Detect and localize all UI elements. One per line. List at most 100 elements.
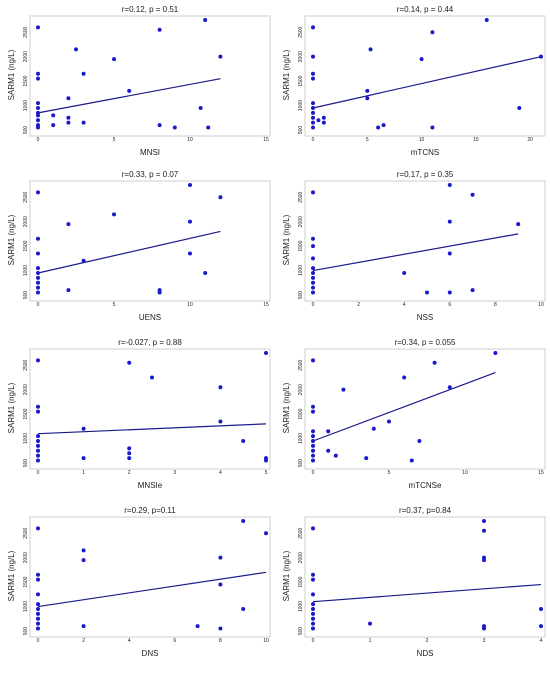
data-point (311, 429, 315, 434)
x-tick-label: 2 (426, 638, 429, 644)
y-tick-label: 1500 (298, 576, 304, 587)
fit-line (312, 56, 542, 109)
data-point (311, 526, 315, 531)
chart-title: r=0.33, p = 0.07 (122, 170, 179, 179)
y-axis-label: SARM1 (ng/L) (282, 214, 291, 265)
chart-svg: r=0.29, p=0.11 SARM1 (ng/L) DNS 500 1000 1500… (7, 506, 271, 658)
x-axis-label: MNSI (140, 148, 160, 157)
data-point (432, 360, 437, 365)
y-axis-label: SARM1 (ng/L) (282, 49, 291, 100)
data-point (425, 290, 429, 295)
plot-frame (304, 180, 546, 302)
data-point (470, 192, 475, 197)
data-point (36, 404, 40, 409)
y-tick-label: 2000 (298, 552, 304, 563)
y-tick-label: 2000 (23, 552, 29, 563)
scatter-panel-uens: r=0.33, p = 0.07 SARM1 (ng/L) UENS 500 1000 1… (0, 165, 275, 333)
data-point (36, 190, 40, 195)
y-tick-label: 2500 (23, 191, 29, 202)
data-point (36, 271, 40, 275)
data-point (364, 456, 369, 461)
data-point (311, 592, 315, 597)
y-tick-label: 1500 (23, 240, 29, 251)
y-tick-label: 500 (23, 126, 29, 135)
data-point (188, 219, 192, 224)
data-point (264, 531, 268, 536)
x-tick-label: 15 (263, 137, 269, 143)
x-tick-label: 2 (128, 470, 131, 476)
data-point (127, 456, 132, 461)
data-point (311, 256, 315, 261)
data-point (409, 458, 414, 463)
y-axis-label: SARM1 (ng/L) (7, 49, 16, 100)
chart-title: r=0.34, p = 0.055 (395, 338, 456, 347)
y-tick-label: 1000 (298, 265, 304, 276)
data-point (311, 236, 315, 241)
data-point (311, 101, 315, 106)
y-tick-label: 1000 (23, 100, 29, 111)
y-axis-label: SARM1 (ng/L) (282, 550, 291, 601)
data-point (36, 113, 40, 118)
data-point (36, 266, 40, 271)
data-point (316, 118, 321, 123)
x-tick-label: 0 (312, 137, 315, 143)
x-tick-label: 4 (540, 638, 543, 644)
y-tick-label: 500 (298, 459, 304, 468)
data-point (311, 611, 315, 616)
x-tick-label: 0 (312, 302, 315, 308)
chart-svg: r=0.14, p = 0.44 SARM1 (ng/L) mTCNS 500 1000… (282, 5, 546, 157)
x-tick-label: 0 (37, 470, 40, 476)
data-point (81, 456, 86, 461)
data-point (381, 123, 386, 128)
data-point (311, 602, 315, 607)
x-tick-label: 5 (113, 137, 116, 143)
x-tick-label: 5 (265, 470, 268, 476)
data-point (36, 526, 40, 531)
x-tick-label: 10 (187, 137, 193, 143)
x-tick-label: 4 (219, 470, 222, 476)
fit-line (37, 571, 267, 608)
x-axis-label: MNSIe (138, 481, 163, 490)
x-tick-label: 0 (312, 470, 315, 476)
data-point (66, 120, 71, 125)
x-tick-label: 15 (263, 302, 269, 308)
chart-title: r=0.14, p = 0.44 (397, 5, 454, 14)
x-tick-label: 10 (263, 638, 269, 644)
data-point (447, 385, 452, 390)
data-point (311, 25, 315, 30)
y-tick-label: 1000 (23, 433, 29, 444)
data-point (311, 439, 315, 443)
x-tick-label: 20 (527, 137, 533, 143)
fit-line (312, 583, 542, 603)
data-point (218, 54, 223, 59)
y-tick-label: 2500 (298, 527, 304, 538)
x-axis-label: NSS (417, 313, 433, 322)
x-tick-label: 0 (37, 638, 40, 644)
y-tick-label: 500 (298, 627, 304, 636)
data-point (311, 453, 315, 458)
data-point (36, 434, 40, 439)
data-point (218, 195, 223, 200)
x-tick-label: 3 (173, 470, 176, 476)
y-tick-label: 1000 (23, 601, 29, 612)
data-point (36, 453, 40, 458)
data-point (311, 285, 315, 290)
data-point (81, 258, 86, 263)
data-point (311, 71, 315, 76)
data-point (36, 616, 40, 621)
data-point (241, 607, 246, 611)
data-point (539, 54, 543, 59)
data-point (484, 18, 489, 22)
x-axis-label: UENS (139, 313, 161, 322)
chart-svg: r=0.34, p = 0.055 SARM1 (ng/L) mTCNSe 500 10… (282, 338, 546, 490)
y-tick-label: 1000 (298, 433, 304, 444)
data-point (157, 27, 162, 32)
data-point (188, 183, 192, 187)
x-tick-label: 4 (403, 302, 406, 308)
x-tick-label: 5 (366, 137, 369, 143)
data-point (447, 183, 452, 187)
data-point (195, 624, 200, 629)
y-tick-label: 1500 (23, 408, 29, 419)
data-point (36, 280, 40, 285)
